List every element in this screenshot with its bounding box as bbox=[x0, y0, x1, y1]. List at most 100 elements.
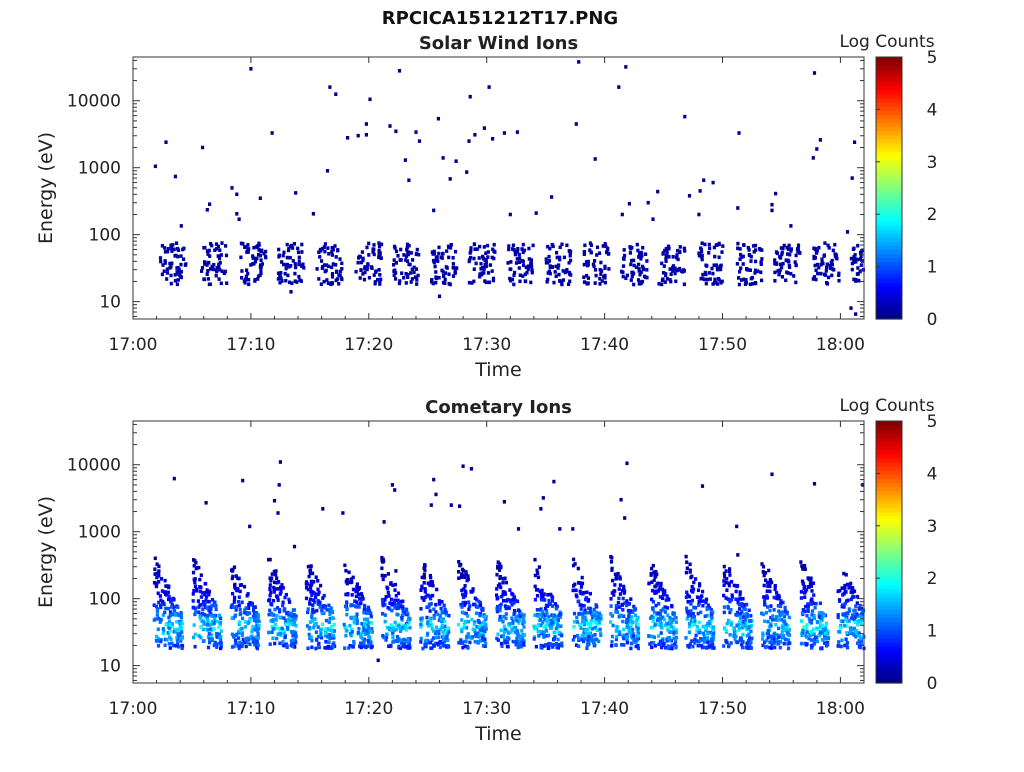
data-cell bbox=[730, 621, 734, 625]
data-cell bbox=[317, 634, 321, 639]
data-cell bbox=[805, 630, 809, 634]
data-cell bbox=[531, 243, 535, 248]
data-cell bbox=[764, 596, 768, 600]
data-cell bbox=[462, 603, 466, 608]
data-cell bbox=[358, 644, 362, 649]
data-cell bbox=[593, 633, 597, 637]
colorbar-segment bbox=[876, 175, 902, 181]
data-cell bbox=[659, 609, 663, 613]
data-cell bbox=[615, 634, 619, 639]
data-cell bbox=[359, 260, 363, 265]
data-cell bbox=[317, 277, 321, 281]
data-cell bbox=[526, 267, 530, 272]
data-cell bbox=[219, 253, 223, 257]
data-cell bbox=[435, 258, 439, 262]
data-cell bbox=[446, 644, 450, 648]
data-cell bbox=[831, 248, 835, 253]
data-cell bbox=[825, 282, 829, 286]
data-cell bbox=[256, 614, 261, 618]
data-cell bbox=[289, 618, 293, 623]
data-cell bbox=[496, 560, 500, 564]
colorbar-segment bbox=[876, 110, 902, 115]
data-cell bbox=[294, 614, 298, 618]
data-cell bbox=[809, 621, 813, 625]
data-cell bbox=[806, 607, 810, 611]
data-cell bbox=[763, 599, 767, 603]
colorbar-segment bbox=[876, 511, 902, 516]
data-cell bbox=[725, 588, 729, 592]
data-cell bbox=[548, 602, 552, 606]
data-cell bbox=[671, 255, 675, 259]
data-cell bbox=[367, 275, 371, 280]
data-cell bbox=[712, 635, 716, 640]
data-cell bbox=[405, 644, 409, 649]
data-cell bbox=[722, 593, 726, 598]
data-cell bbox=[403, 158, 407, 162]
data-cell bbox=[364, 645, 368, 650]
data-cell bbox=[433, 631, 437, 636]
data-cell bbox=[430, 626, 434, 631]
data-cell bbox=[240, 633, 244, 637]
data-cell bbox=[392, 258, 396, 262]
colorbar-segment bbox=[876, 515, 902, 520]
data-cell bbox=[219, 637, 223, 642]
data-cell bbox=[251, 254, 255, 258]
data-cell bbox=[849, 590, 853, 594]
data-cell bbox=[404, 272, 408, 276]
data-cell bbox=[546, 593, 550, 597]
data-cell bbox=[621, 596, 625, 601]
data-cell bbox=[257, 248, 261, 252]
data-cell bbox=[689, 610, 693, 614]
data-cell bbox=[701, 631, 706, 636]
data-cell bbox=[809, 630, 814, 635]
data-cell bbox=[770, 640, 774, 644]
data-cell bbox=[645, 259, 649, 263]
data-cell bbox=[615, 628, 619, 633]
data-cell bbox=[256, 636, 260, 640]
data-cell bbox=[710, 637, 714, 642]
data-cell bbox=[697, 630, 701, 635]
data-cell bbox=[729, 608, 733, 612]
data-cell bbox=[529, 261, 533, 266]
data-cell bbox=[813, 605, 817, 610]
data-cell bbox=[690, 598, 694, 603]
data-cell bbox=[552, 479, 556, 484]
data-cell bbox=[670, 604, 674, 608]
data-cell bbox=[859, 254, 863, 258]
y-axis-label: Energy (eV) bbox=[35, 496, 57, 608]
data-cell bbox=[538, 608, 543, 612]
data-cell bbox=[618, 632, 622, 637]
data-cell bbox=[157, 600, 161, 605]
data-cell bbox=[276, 277, 280, 281]
data-cell bbox=[361, 256, 365, 261]
data-cell bbox=[534, 211, 538, 215]
data-cell bbox=[622, 248, 626, 252]
data-cell bbox=[470, 281, 474, 285]
data-cell bbox=[279, 590, 283, 594]
data-cell bbox=[179, 254, 183, 258]
data-cell bbox=[658, 595, 662, 599]
data-cell bbox=[153, 567, 157, 571]
data-cell bbox=[577, 611, 581, 616]
data-cell bbox=[732, 634, 736, 638]
data-cell bbox=[159, 577, 164, 581]
data-cell bbox=[649, 625, 653, 630]
data-cell bbox=[270, 630, 274, 634]
data-cell bbox=[367, 608, 371, 612]
data-cell bbox=[779, 617, 783, 622]
data-cell bbox=[589, 250, 593, 255]
data-cell bbox=[481, 254, 485, 259]
data-cell bbox=[277, 580, 281, 584]
data-cell bbox=[632, 271, 636, 276]
data-cell bbox=[422, 581, 426, 585]
data-cell bbox=[362, 610, 366, 615]
colorbar-segment bbox=[876, 678, 902, 684]
data-cell bbox=[518, 256, 522, 261]
data-cell bbox=[394, 603, 398, 607]
data-cell bbox=[276, 632, 280, 636]
data-cell bbox=[817, 611, 821, 615]
data-cell bbox=[380, 597, 385, 602]
colorbar-segment bbox=[876, 224, 902, 230]
data-cell bbox=[739, 636, 744, 641]
data-cell bbox=[763, 619, 767, 624]
